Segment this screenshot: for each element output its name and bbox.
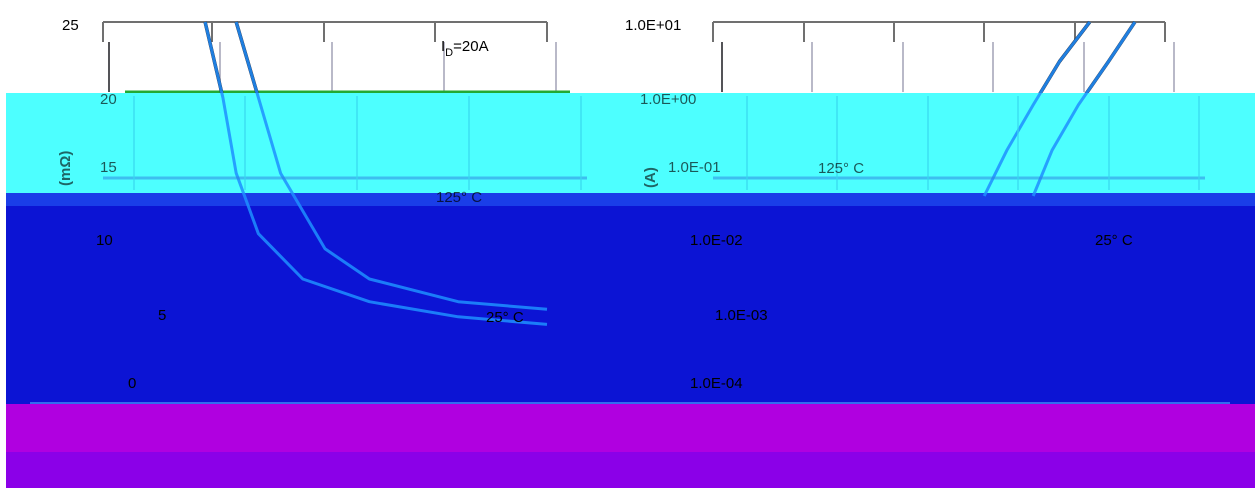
right-ytick-label: 1.0E+01 (625, 17, 681, 34)
left-series-line-0 (203, 21, 548, 326)
right-ylabel: (A) (642, 167, 659, 188)
right-series-line-0 (982, 21, 1091, 197)
right-ytick-label: 1.0E-04 (690, 375, 743, 392)
left-ytick-label: 0 (128, 375, 136, 392)
left-ytick-label: 25 (62, 17, 79, 34)
right-ytick-label: 1.0E-01 (668, 159, 721, 176)
left-ytick-label: 10 (96, 232, 113, 249)
left-ytick-label: 20 (100, 91, 117, 108)
purple-band (6, 452, 1255, 488)
right-ytick-label: 1.0E+00 (640, 91, 696, 108)
left-series-line-1 (234, 21, 548, 311)
blue-band (6, 193, 1255, 208)
right-ytick-label: 1.0E-02 (690, 232, 743, 249)
dark-blue-band (6, 206, 1255, 404)
right-annotation-room: 25° C (1095, 232, 1133, 249)
left-annotation-room: 25° C (486, 309, 524, 326)
left-ylabel: (mΩ) (57, 151, 74, 186)
left-chart-overlay (30, 21, 1230, 404)
right-annotation-hot: 125° C (818, 160, 864, 177)
left-ytick-label: 15 (100, 159, 117, 176)
right-chart-overlay (30, 21, 1230, 404)
right-ytick-label: 1.0E-03 (715, 307, 768, 324)
left-annotation-hot: 125° C (436, 189, 482, 206)
right-series-line-1 (1031, 21, 1137, 197)
left-ytick-label: 5 (158, 307, 166, 324)
magenta-band (6, 404, 1255, 452)
left-annotation-id: ID=20A (441, 38, 489, 59)
